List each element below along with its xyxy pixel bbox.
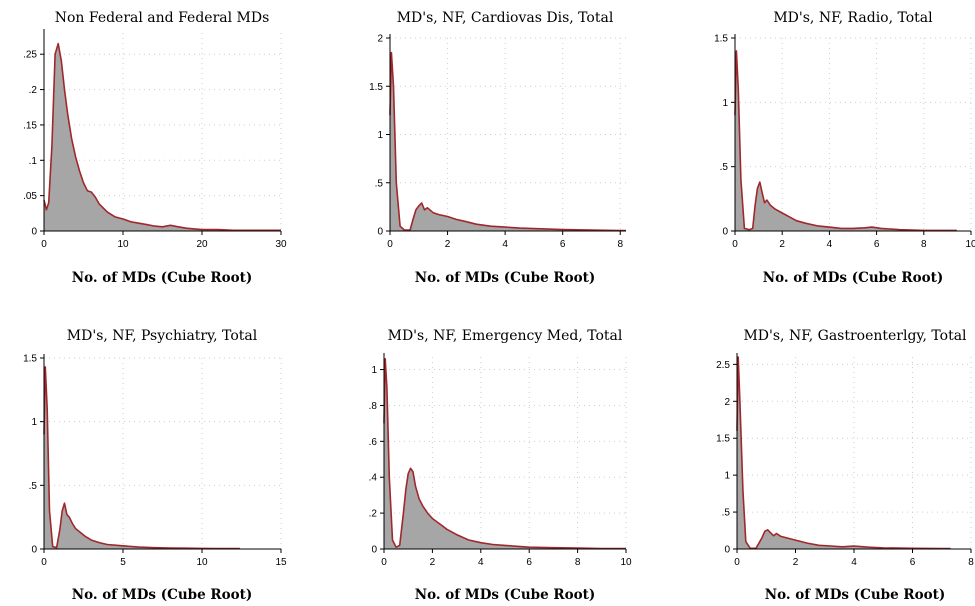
density-curve xyxy=(734,50,957,232)
panel-title: MD's, NF, Emergency Med, Total xyxy=(388,328,623,344)
y-tick-label: 2 xyxy=(724,397,730,408)
x-tick-label: 2 xyxy=(445,239,451,250)
y-tick-label: 0 xyxy=(31,227,37,238)
x-tick-label: 10 xyxy=(196,557,208,568)
y-tick-label: 2.5 xyxy=(716,360,730,371)
x-tick-label: 0 xyxy=(41,557,47,568)
panel-cardiovas-dis: 0 2 4 6 8 0 .5 1 1.5 2 MD's, NF, Cardiovas Dis, To… xyxy=(369,10,626,286)
x-tick-label: 0 xyxy=(734,557,740,568)
y-tick-label: 0 xyxy=(724,545,730,556)
x-tick-label: 30 xyxy=(275,239,287,250)
x-tick-label: 10 xyxy=(117,239,129,250)
x-tick-label: 0 xyxy=(381,557,387,568)
x-tick-label: 6 xyxy=(560,239,566,250)
density-curve xyxy=(389,51,626,232)
y-tick-label: 0 xyxy=(371,545,377,556)
density-curve xyxy=(736,356,951,550)
x-tick-label: 0 xyxy=(732,239,738,250)
density-curve xyxy=(43,366,240,550)
x-tick-label: 8 xyxy=(617,239,623,250)
y-tick-label: 2 xyxy=(377,34,383,45)
density-area xyxy=(390,52,626,231)
x-tick-label: 5 xyxy=(120,557,126,568)
density-area xyxy=(384,358,626,549)
y-tick-label: 1 xyxy=(377,130,383,141)
panel-title: MD's, NF, Psychiatry, Total xyxy=(67,328,258,344)
panel-radio: 0 2 4 6 8 10 0 .5 1 1.5 MD's, NF, Radio, Total No. … xyxy=(714,10,975,286)
x-tick-label: 0 xyxy=(41,239,47,250)
x-tick-label: 20 xyxy=(196,239,208,250)
panel-title: Non Federal and Federal MDs xyxy=(55,10,270,26)
density-curve xyxy=(43,42,281,232)
density-area xyxy=(735,50,957,232)
density-area xyxy=(44,43,281,231)
panel-psychiatry: 0 5 10 15 0 .5 1 1.5 MD's, NF, Psychiatry, Total… xyxy=(23,328,287,603)
y-tick-label: .2 xyxy=(29,85,38,96)
x-tick-label: 10 xyxy=(965,239,975,250)
x-tick-label: 4 xyxy=(502,239,508,250)
y-tick-label: 1 xyxy=(722,98,728,109)
y-tick-label: 0 xyxy=(722,227,728,238)
y-tick-label: .4 xyxy=(369,473,378,484)
y-tick-label: .5 xyxy=(29,481,38,492)
density-curve xyxy=(383,358,626,550)
y-tick-label: 1 xyxy=(724,471,730,482)
x-tick-label: 10 xyxy=(620,557,632,568)
y-tick-label: 1 xyxy=(31,417,37,428)
y-tick-label: 0 xyxy=(31,545,37,556)
panel-non-federal-and-federal-mds: 0 10 20 30 0 .05 .1 .15 .2 .25 Non Federal and Fed… xyxy=(23,10,287,286)
y-tick-label: .5 xyxy=(722,508,731,519)
x-tick-label: 15 xyxy=(275,557,287,568)
x-axis-label: No. of MDs (Cube Root) xyxy=(415,587,596,603)
y-tick-label: .8 xyxy=(369,401,378,412)
y-tick-label: .5 xyxy=(720,162,729,173)
y-tick-label: 1 xyxy=(371,365,377,376)
y-tick-label: 1.5 xyxy=(714,34,728,45)
x-tick-label: 8 xyxy=(921,239,927,250)
y-tick-label: .5 xyxy=(375,178,384,189)
panel-title: MD's, NF, Cardiovas Dis, Total xyxy=(397,10,614,26)
panel-gastroenterlgy: 0 2 4 6 8 0 .5 1 1.5 2 2.5 MD's, NF, Gastroenterlgy… xyxy=(716,328,974,603)
x-axis-label: No. of MDs (Cube Root) xyxy=(72,587,253,603)
panel-title: MD's, NF, Radio, Total xyxy=(773,10,933,26)
x-axis-label: No. of MDs (Cube Root) xyxy=(763,270,944,286)
y-tick-label: 1.5 xyxy=(369,82,383,93)
x-axis-label: No. of MDs (Cube Root) xyxy=(415,270,596,286)
y-tick-label: 0 xyxy=(377,227,383,238)
y-tick-label: .05 xyxy=(23,191,37,202)
x-axis-label: No. of MDs (Cube Root) xyxy=(72,270,253,286)
x-tick-label: 2 xyxy=(793,557,799,568)
x-tick-label: 6 xyxy=(874,239,880,250)
density-area xyxy=(44,366,240,549)
x-tick-label: 4 xyxy=(478,557,484,568)
x-axis-label: No. of MDs (Cube Root) xyxy=(765,587,946,603)
x-tick-label: 0 xyxy=(387,239,393,250)
panel-emergency-med: 0 2 4 6 8 10 0 .2 .4 .6 .8 1 MD's, NF, Emergency Med… xyxy=(369,328,632,603)
x-tick-label: 8 xyxy=(968,557,974,568)
x-tick-label: 4 xyxy=(827,239,833,250)
x-tick-label: 8 xyxy=(575,557,581,568)
x-tick-label: 6 xyxy=(526,557,532,568)
y-tick-label: 1.5 xyxy=(23,354,37,365)
y-tick-label: .2 xyxy=(369,509,378,520)
y-tick-label: .1 xyxy=(29,156,38,167)
panel-title: MD's, NF, Gastroenterlgy, Total xyxy=(743,328,967,344)
y-tick-label: .25 xyxy=(23,50,37,61)
y-tick-label: .15 xyxy=(23,120,37,131)
x-tick-label: 6 xyxy=(910,557,916,568)
x-tick-label: 2 xyxy=(430,557,436,568)
x-tick-label: 2 xyxy=(779,239,785,250)
y-tick-label: .6 xyxy=(369,437,378,448)
x-tick-label: 4 xyxy=(851,557,857,568)
density-area xyxy=(737,357,951,549)
y-tick-label: 1.5 xyxy=(716,434,730,445)
